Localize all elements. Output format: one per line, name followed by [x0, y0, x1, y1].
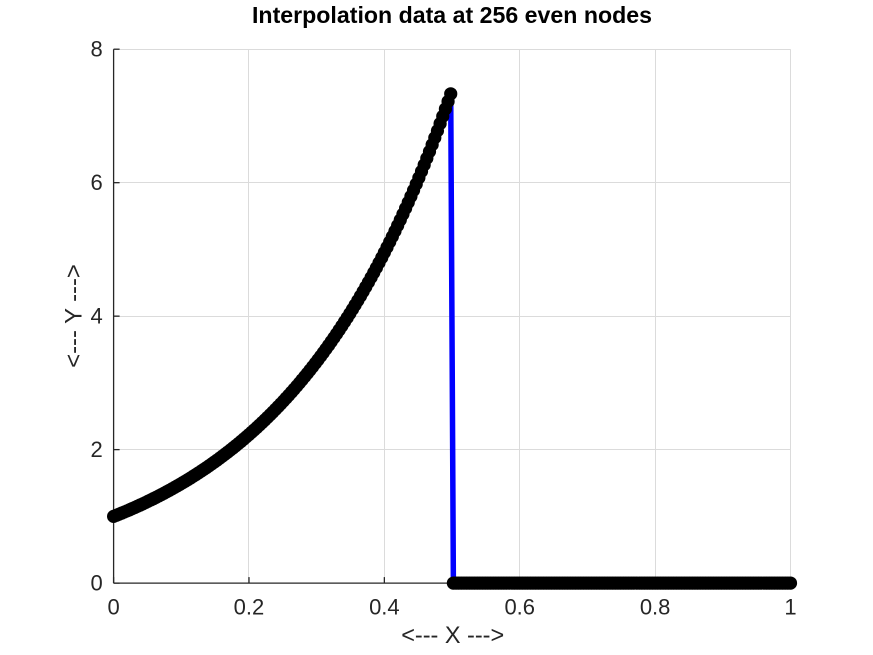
- svg-text:0: 0: [107, 595, 119, 620]
- svg-text:0: 0: [91, 570, 103, 595]
- svg-text:0.4: 0.4: [369, 595, 400, 620]
- svg-text:<--- Y --->: <--- Y --->: [60, 264, 87, 368]
- svg-text:0.2: 0.2: [234, 595, 265, 620]
- svg-text:0.8: 0.8: [640, 595, 671, 620]
- svg-text:4: 4: [91, 303, 103, 328]
- svg-text:6: 6: [91, 170, 103, 195]
- svg-text:8: 8: [91, 36, 103, 61]
- svg-text:Interpolation data at 256 even: Interpolation data at 256 even nodes: [252, 2, 652, 28]
- svg-text:1: 1: [784, 595, 796, 620]
- svg-text:<--- X --->: <--- X --->: [401, 622, 504, 649]
- svg-text:0.6: 0.6: [504, 595, 535, 620]
- svg-text:2: 2: [91, 437, 103, 462]
